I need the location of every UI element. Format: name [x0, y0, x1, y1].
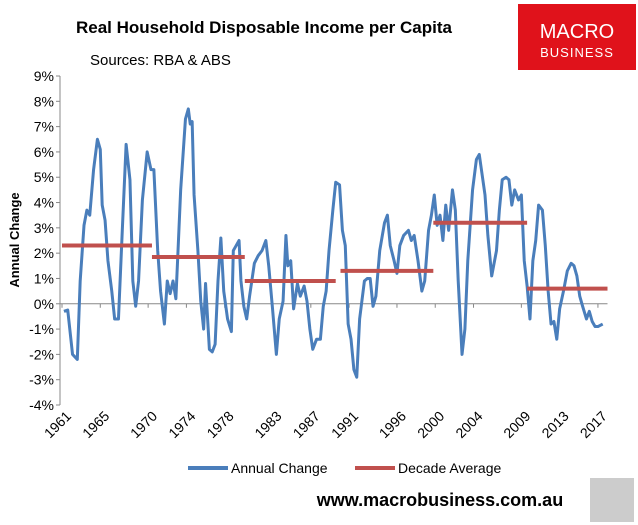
- chart-subtitle: Sources: RBA & ABS: [90, 52, 231, 69]
- y-tick-label: 4%: [34, 195, 54, 211]
- y-tick-label: 8%: [34, 93, 54, 109]
- y-tick-label: 5%: [34, 169, 54, 185]
- y-tick-label: -4%: [29, 397, 54, 413]
- chart-title: Real Household Disposable Income per Cap…: [76, 18, 453, 37]
- y-tick-label: 3%: [34, 220, 54, 236]
- y-tick-label: -1%: [29, 321, 54, 337]
- logo-box: [518, 4, 636, 70]
- y-tick-label: 0%: [34, 296, 54, 312]
- y-tick-label: 9%: [34, 68, 54, 84]
- y-tick-label: 2%: [34, 245, 54, 261]
- legend-label: Annual Change: [231, 460, 328, 476]
- logo-text: MACRO: [540, 21, 614, 43]
- y-tick-label: -2%: [29, 346, 54, 362]
- legend-label: Decade Average: [398, 460, 501, 476]
- wolf-icon: [590, 478, 634, 522]
- logo-text: BUSINESS: [540, 45, 614, 60]
- y-axis-label: Annual Change: [7, 192, 22, 287]
- y-tick-label: -3%: [29, 372, 54, 388]
- y-tick-label: 6%: [34, 144, 54, 160]
- footer: www.macrobusiness.com.au: [316, 490, 563, 510]
- data-line: [63, 107, 604, 379]
- y-tick-label: 1%: [34, 270, 54, 286]
- y-tick-label: 7%: [34, 119, 54, 135]
